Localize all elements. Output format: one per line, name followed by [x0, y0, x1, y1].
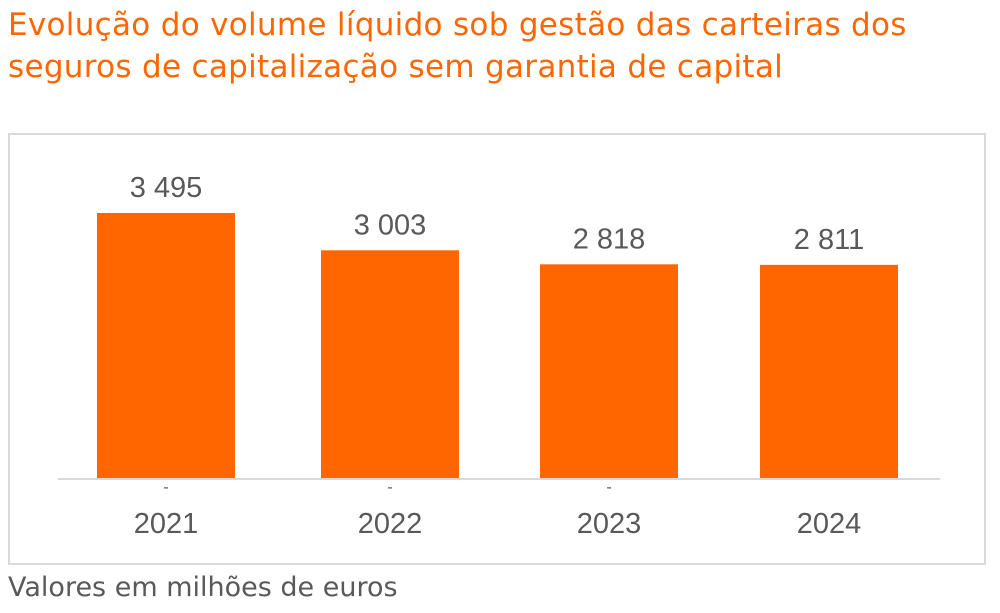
secondary-label: - [387, 479, 392, 496]
x-tick-label: 2021 [134, 508, 199, 540]
footnote: Valores em milhões de euros [8, 572, 398, 603]
chart-title: Evolução do volume líquido sob gestão da… [8, 7, 907, 85]
x-tick-label: 2023 [577, 508, 642, 540]
x-tick-label: 2022 [358, 508, 423, 540]
data-label: 2 811 [794, 224, 864, 256]
data-label: 3 003 [354, 209, 427, 241]
bar-2023 [540, 264, 678, 478]
x-tick-label: 2024 [797, 508, 862, 540]
data-label: 3 495 [130, 172, 203, 204]
bar-2024 [760, 264, 898, 478]
secondary-label: - [606, 479, 611, 496]
chart-frame [8, 133, 986, 565]
bar-2022 [321, 250, 459, 478]
secondary-label: - [163, 479, 168, 496]
bar-2021 [97, 213, 235, 478]
data-label: 2 818 [573, 223, 646, 255]
